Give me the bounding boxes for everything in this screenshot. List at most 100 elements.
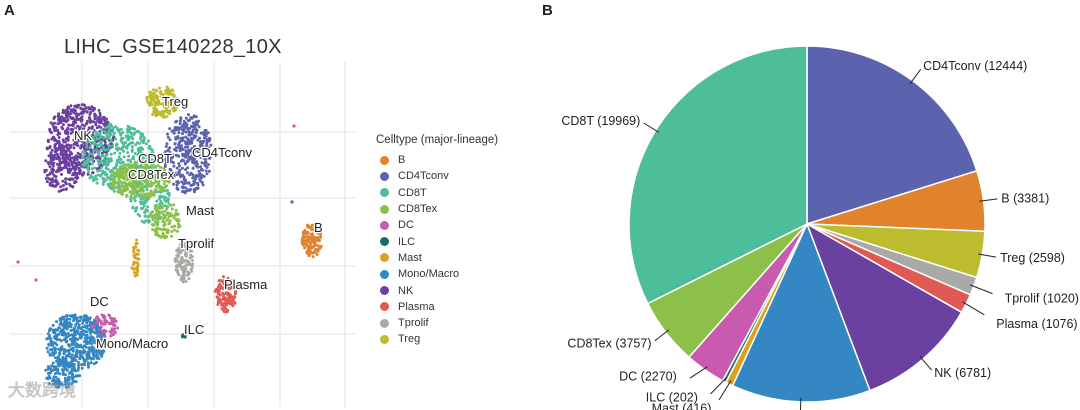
legend-label: Plasma bbox=[398, 300, 435, 313]
umap-plot: Treg NK CD8T CD4Tconv CD8Tex Mast Tprolif B Plas… bbox=[10, 62, 355, 407]
pie-label-mast: Mast (416) bbox=[652, 401, 712, 410]
pie-label-cd8tex: CD8Tex (3757) bbox=[567, 336, 651, 350]
pie-leader-line bbox=[919, 356, 932, 371]
legend-label: NK bbox=[398, 284, 414, 297]
legend-swatch bbox=[380, 253, 389, 263]
umap-cluster-ilc bbox=[180, 333, 187, 339]
umap-label-cd8t: CD8T bbox=[138, 151, 172, 166]
umap-labels: Treg NK CD8T CD4Tconv CD8Tex Mast Tprolif B Plas… bbox=[73, 93, 324, 353]
pie-label-plasma: Plasma (1076) bbox=[996, 317, 1077, 331]
legend-item-b: B bbox=[376, 152, 498, 168]
legend-swatch bbox=[380, 220, 389, 230]
legend-label: Treg bbox=[398, 333, 421, 346]
pie-label-cd8t: CD8T (19969) bbox=[561, 114, 640, 128]
pie-leader-line bbox=[799, 397, 802, 410]
legend-item-treg: Treg bbox=[376, 331, 498, 347]
pie-label-b: B (3381) bbox=[1001, 191, 1049, 205]
legend-swatch bbox=[380, 237, 389, 247]
panel-label-b: B bbox=[542, 2, 553, 19]
pie-label-cd4tconv: CD4Tconv (12444) bbox=[923, 59, 1027, 73]
umap-label-treg: Treg bbox=[162, 94, 188, 109]
legend-swatch bbox=[380, 269, 389, 279]
legend-item-tprolif: Tprolif bbox=[376, 315, 498, 331]
umap-cluster-nk bbox=[45, 103, 116, 177]
umap-cluster-mast bbox=[132, 238, 141, 278]
legend-label: ILC bbox=[398, 235, 416, 248]
pie-label-nk: NK (6781) bbox=[934, 366, 991, 380]
legend-label: Mast bbox=[398, 251, 422, 264]
umap-label-cd8tex: CD8Tex bbox=[128, 167, 175, 182]
legend-label: CD8Tex bbox=[398, 203, 438, 216]
umap-cluster-nk bbox=[43, 148, 82, 193]
legend-label: CD4Tconv bbox=[398, 170, 449, 183]
legend-item-ilc: ILC bbox=[376, 233, 498, 249]
legend-swatch bbox=[380, 302, 389, 312]
umap-label-plasma: Plasma bbox=[224, 277, 268, 292]
legend-label: CD8T bbox=[398, 186, 427, 199]
pie-label-treg: Treg (2598) bbox=[1000, 251, 1065, 265]
legend-swatch bbox=[380, 318, 389, 328]
legend-item-plasma: Plasma bbox=[376, 299, 498, 315]
legend-label: Mono/Macro bbox=[398, 268, 460, 281]
legend-item-mast: Mast bbox=[376, 250, 498, 266]
umap-cluster-tprolif bbox=[173, 242, 195, 284]
pie-label-tprolif: Tprolif (1020) bbox=[1005, 292, 1079, 306]
umap-label-mono-macro: Mono/Macro bbox=[96, 336, 168, 351]
umap-title: LIHC_GSE140228_10X bbox=[64, 36, 282, 58]
umap-clusters bbox=[16, 85, 323, 389]
umap-cluster-treg bbox=[145, 85, 180, 119]
legend-title: Celltype (major-lineage) bbox=[376, 134, 499, 146]
pie-labels: CD4Tconv (12444) B (3381) Treg (2598) Tprol… bbox=[561, 59, 1079, 410]
umap-label-ilc: ILC bbox=[184, 322, 204, 337]
pie-leader-line bbox=[969, 284, 993, 295]
umap-cluster-plasma bbox=[213, 275, 238, 314]
umap-cluster-cd8tex bbox=[109, 160, 171, 199]
umap-stray-point bbox=[292, 124, 296, 128]
umap-cluster-cd8tex bbox=[148, 202, 182, 240]
watermark: 大数跨境 bbox=[8, 381, 76, 400]
umap-label-dc: DC bbox=[90, 294, 109, 309]
legend-swatch bbox=[380, 204, 389, 214]
pie-leader-line bbox=[643, 122, 660, 133]
panel-label-a: A bbox=[4, 2, 15, 19]
umap-label-mast: Mast bbox=[186, 203, 215, 218]
legend-item-mono-macro: Mono/Macro bbox=[376, 266, 498, 282]
legend-swatch bbox=[380, 155, 389, 165]
legend-label: B bbox=[398, 154, 406, 167]
umap-label-nk: NK bbox=[74, 128, 92, 143]
legend-label: DC bbox=[398, 219, 414, 232]
legend-label: Tprolif bbox=[398, 317, 429, 330]
legend-item-cd4tconv: CD4Tconv bbox=[376, 168, 498, 184]
umap-cluster-cd4tconv bbox=[162, 113, 213, 195]
legend-swatch bbox=[380, 334, 389, 344]
pie-leader-line bbox=[978, 253, 997, 258]
umap-label-b: B bbox=[314, 220, 323, 235]
pie-leader-line bbox=[654, 329, 670, 342]
umap-cluster-mono-macro bbox=[44, 358, 82, 389]
celltype-legend: Celltype (major-lineage) B CD4Tconv CD8T CD… bbox=[376, 134, 498, 348]
umap-label-tprolif: Tprolif bbox=[178, 236, 215, 251]
umap-stray-point bbox=[34, 278, 38, 282]
pie-leader-line bbox=[909, 69, 922, 85]
pie-leader-line bbox=[689, 366, 708, 379]
umap-cluster-mono-macro bbox=[45, 313, 106, 371]
pie-leader-line bbox=[710, 377, 727, 395]
legend-item-cd8tex: CD8Tex bbox=[376, 201, 498, 217]
pie-label-ilc: ILC (202) bbox=[646, 391, 698, 405]
legend-swatch bbox=[380, 171, 389, 181]
legend-swatch bbox=[380, 286, 389, 296]
pie-chart: CD4Tconv (12444) B (3381) Treg (2598) Tprol… bbox=[561, 45, 1079, 410]
legend-item-dc: DC bbox=[376, 217, 498, 233]
legend-swatch bbox=[380, 188, 389, 198]
pie-slices bbox=[628, 45, 986, 403]
pie-leader-line bbox=[962, 301, 985, 316]
umap-stray-point bbox=[290, 200, 294, 204]
umap-stray-point bbox=[130, 266, 134, 270]
pie-leader-line bbox=[718, 380, 732, 401]
legend-item-nk: NK bbox=[376, 282, 498, 298]
umap-cluster-b bbox=[300, 222, 323, 259]
umap-label-cd4tconv: CD4Tconv bbox=[192, 145, 252, 160]
pie-leader-line bbox=[979, 198, 998, 202]
umap-stray-point bbox=[16, 260, 20, 264]
pie-label-dc: DC (2270) bbox=[619, 370, 677, 384]
